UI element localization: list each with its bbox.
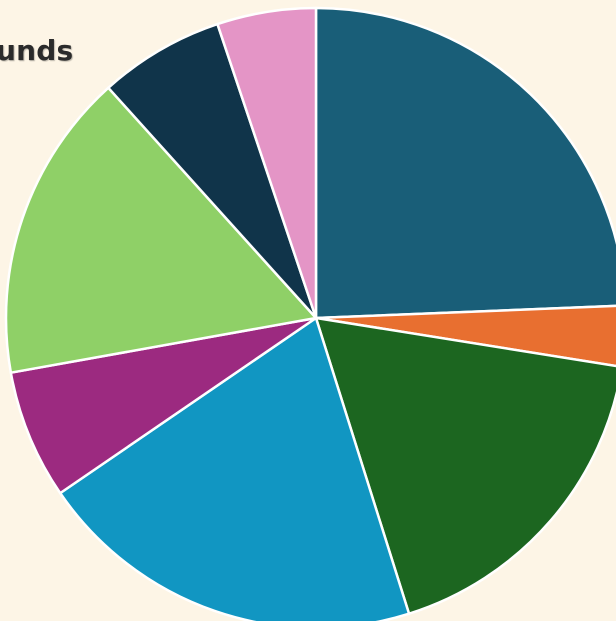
pie-slice-5 (9, 316, 318, 495)
pie-slice-7 (107, 22, 318, 320)
pie-slice-8 (216, 6, 318, 320)
pie-slice-6 (4, 86, 318, 374)
pie-slice-2 (314, 304, 616, 368)
chart-title: unds (0, 34, 74, 67)
pie-slice-4 (58, 316, 411, 621)
pie-slice-1 (314, 6, 616, 320)
pie-slice-3 (314, 316, 616, 615)
